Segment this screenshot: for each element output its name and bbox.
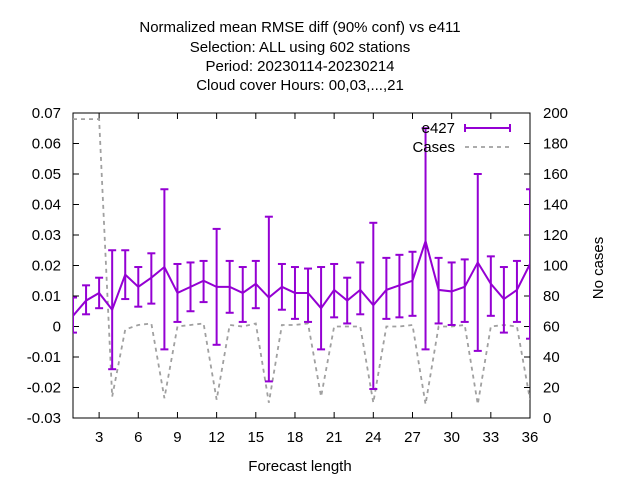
y-tick-label: -0.02 (27, 380, 61, 397)
x-tick-label: 12 (208, 429, 225, 446)
y-tick-label: -0.01 (27, 349, 61, 366)
legend-label-cases: Cases (412, 139, 455, 156)
x-tick-label: 9 (173, 429, 181, 446)
chart-title-line-1: Normalized mean RMSE diff (90% conf) vs … (139, 19, 460, 36)
x-tick-label: 27 (404, 429, 421, 446)
plot-area: -0.03 -0.02 -0.01 0 0.01 0.02 0.03 0.04 0.05 0.06… (27, 105, 568, 446)
y-tick-label: -0.03 (27, 410, 61, 427)
y2-tick-label: 160 (543, 166, 568, 183)
x-tick-label: 18 (287, 429, 304, 446)
y2-axis-label: No cases (590, 237, 607, 300)
x-tick-label: 3 (95, 429, 103, 446)
y-tick-label: 0.04 (32, 197, 61, 214)
x-tick-label: 36 (522, 429, 539, 446)
y-tick-label: 0.07 (32, 105, 61, 122)
chart-title: Normalized mean RMSE diff (90% conf) vs … (139, 19, 460, 94)
y2-tick-label: 80 (543, 288, 560, 305)
plot-frame (72, 112, 531, 419)
y2-tick-label: 200 (543, 105, 568, 122)
y-tick-label: 0.02 (32, 258, 61, 275)
cases-line (73, 118, 530, 405)
e427-line (73, 237, 530, 317)
e427-series (73, 127, 530, 391)
y2-tick-label: 20 (543, 380, 560, 397)
legend-label-e427: e427 (422, 120, 455, 137)
x-tick-label: 6 (134, 429, 142, 446)
x-tick-label: 21 (326, 429, 343, 446)
cases-series (73, 118, 530, 405)
y-tick-label: 0.05 (32, 166, 61, 183)
x-tick-label: 24 (365, 429, 382, 446)
chart-title-line-4: Cloud cover Hours: 00,03,...,21 (196, 77, 404, 94)
x-tick-label: 33 (482, 429, 499, 446)
y-tick-label: 0.06 (32, 136, 61, 153)
y-tick-label: 0.03 (32, 227, 61, 244)
x-tick-label: 30 (443, 429, 460, 446)
x-axis-label: Forecast length (248, 458, 351, 475)
y-tick-label: 0 (53, 319, 61, 336)
y2-tick-label: 60 (543, 319, 560, 336)
chart-title-line-2: Selection: ALL using 602 stations (190, 39, 410, 56)
y2-tick-label: 100 (543, 258, 568, 275)
y2-tick-label: 140 (543, 197, 568, 214)
y2-tick-label: 180 (543, 136, 568, 153)
x-tick-label: 15 (247, 429, 264, 446)
y2-tick-label: 40 (543, 349, 560, 366)
y-tick-label: 0.01 (32, 288, 61, 305)
chart-title-line-3: Period: 20230114-20230214 (205, 58, 394, 75)
y2-tick-label: 120 (543, 227, 568, 244)
y2-tick-label: 0 (543, 410, 551, 427)
